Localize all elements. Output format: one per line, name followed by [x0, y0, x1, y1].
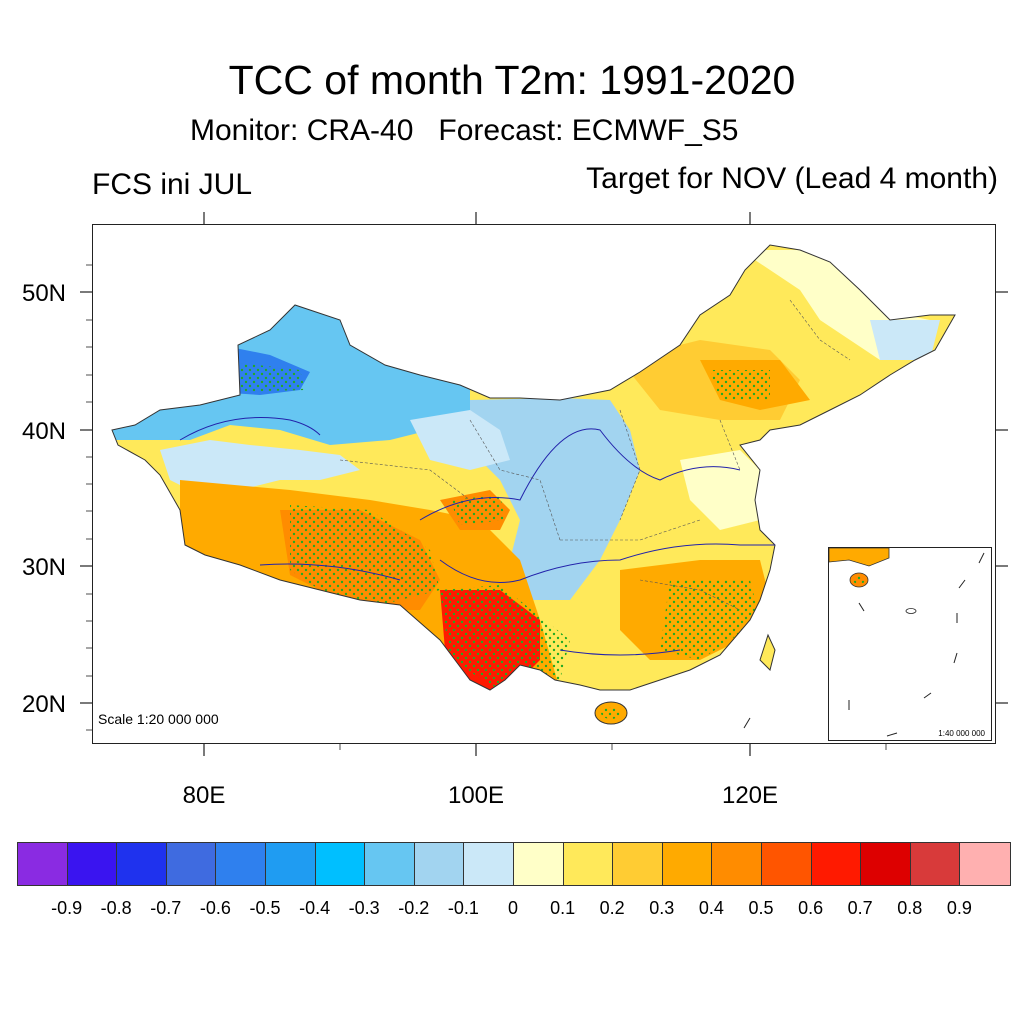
island-mark	[743, 717, 751, 729]
stipple-tibet	[290, 505, 440, 605]
lat-label-20n: 20N	[21, 691, 66, 718]
field-heilongjiang	[870, 320, 940, 360]
map-title: TCC of month T2m: 1991-2020	[228, 57, 796, 103]
inset-island	[905, 608, 917, 614]
colorbar-swatch-6	[315, 843, 366, 885]
colorbar-swatch-12	[613, 843, 663, 885]
colorbar-swatch-7	[365, 843, 415, 885]
colorbar-swatch-4	[216, 843, 266, 885]
colorbar-label: 0	[507, 898, 518, 918]
lon-label-80e: 80E	[182, 782, 226, 809]
china-outline	[111, 244, 956, 691]
colorbar-swatch-18	[910, 843, 961, 885]
stipple-north	[710, 370, 770, 400]
colorbar-label: -0.8	[100, 898, 132, 918]
colorbar-label: -0.5	[249, 898, 281, 918]
lat-label-50n: 50N	[21, 280, 66, 307]
field-shandong	[680, 450, 770, 530]
colorbar-label: -0.6	[199, 898, 231, 918]
inset-map	[828, 547, 985, 737]
south-china-sea-inset: 1:40 000 000	[828, 547, 992, 741]
colorbar-label: -0.3	[348, 898, 380, 918]
lon-label-120e: 120E	[721, 782, 779, 809]
colorbar	[17, 842, 1011, 886]
field-tarim	[160, 440, 360, 495]
colorbar-label: 0.5	[748, 898, 774, 918]
scale-label: Scale 1:20 000 000	[98, 711, 219, 727]
lat-label-40n: 40N	[21, 418, 66, 445]
colorbar-swatch-11	[563, 843, 614, 885]
inset-nine-dash	[848, 552, 985, 737]
inset-coast	[828, 547, 890, 567]
colorbar-label: 0.6	[798, 898, 824, 918]
river-pearl	[559, 649, 681, 656]
target-label: Target for NOV (Lead 4 month)	[586, 162, 998, 195]
colorbar-swatch-10	[513, 843, 564, 885]
colorbar-label: -0.7	[150, 898, 182, 918]
colorbar-label: 0.7	[847, 898, 873, 918]
taiwan-island	[759, 633, 776, 671]
river-yellow	[419, 428, 741, 521]
province-borders	[339, 299, 851, 611]
colorbar-swatch-5	[265, 843, 316, 885]
colorbar-swatch-19	[960, 843, 1010, 885]
inset-scale-label: 1:40 000 000	[938, 729, 985, 738]
colorbar-label: -0.2	[398, 898, 430, 918]
stipple-yunnan	[440, 585, 570, 690]
field-central-blue	[470, 398, 640, 600]
stipple-southeast	[660, 580, 760, 660]
stipple-qinghai	[450, 495, 505, 525]
colorbar-swatch-16	[811, 843, 862, 885]
colorbar-label: 0.1	[550, 898, 576, 918]
colorbar-swatch-15	[761, 843, 812, 885]
field-qilian	[410, 410, 510, 470]
lon-label-100e: 100E	[447, 782, 505, 809]
river-yarlung	[259, 563, 401, 581]
colorbar-swatch-8	[414, 843, 465, 885]
field-xinjiang-north	[112, 245, 470, 445]
colorbar-swatch-17	[861, 843, 911, 885]
colorbar-label: 0.8	[897, 898, 923, 918]
river-yangtze	[439, 543, 775, 583]
lat-label-30n: 30N	[21, 554, 66, 581]
colorbar-label: 0.4	[698, 898, 724, 918]
colorbar-label: 0.9	[946, 898, 972, 918]
colorbar-swatch-3	[166, 843, 217, 885]
colorbar-swatch-14	[712, 843, 762, 885]
map-subtitle: Monitor: CRA-40 Forecast: ECMWF_S5	[190, 114, 739, 147]
inset-hainan-stipple	[853, 576, 865, 584]
colorbar-label: -0.9	[51, 898, 83, 918]
axis-ticks	[80, 212, 1008, 756]
colorbar-label: 0.2	[599, 898, 625, 918]
hainan-stipple	[601, 707, 621, 719]
colorbar-swatch-9	[464, 843, 514, 885]
river-tarim	[179, 417, 321, 441]
minor-ticks	[86, 264, 887, 750]
colorbar-label: -0.4	[299, 898, 331, 918]
colorbar-swatch-1	[67, 843, 118, 885]
colorbar-swatch-13	[662, 843, 713, 885]
colorbar-swatch-0	[18, 843, 68, 885]
init-label: FCS ini JUL	[92, 168, 253, 201]
colorbar-swatch-2	[117, 843, 167, 885]
rivers	[179, 417, 775, 656]
colorbar-label: 0.3	[649, 898, 675, 918]
colorbar-label: -0.1	[447, 898, 479, 918]
